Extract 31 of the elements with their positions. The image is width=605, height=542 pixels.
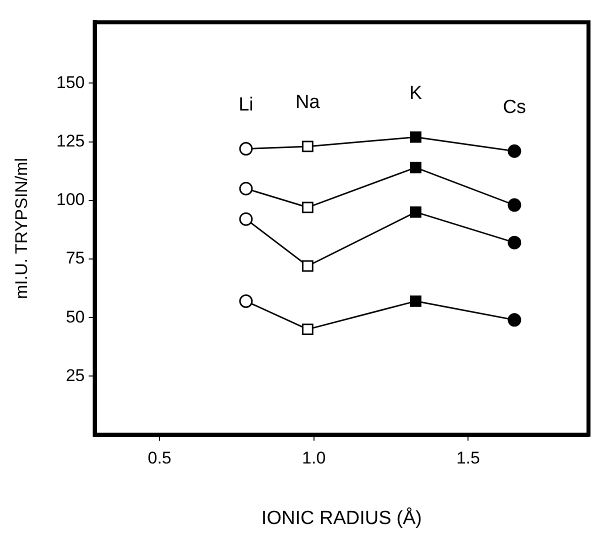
series-label: Cs: [502, 96, 526, 118]
point: [302, 140, 314, 152]
point: [239, 294, 253, 308]
point: [410, 131, 422, 143]
x-tick-label: 1.5: [456, 448, 480, 468]
y-tick-label: 125: [56, 131, 85, 150]
y-tick-label: 75: [66, 248, 85, 268]
point: [508, 144, 522, 158]
point: [508, 198, 522, 212]
point: [302, 324, 314, 336]
series-label: Li: [238, 94, 254, 116]
series-label: K: [409, 82, 422, 104]
point: [508, 236, 522, 250]
x-axis-title: IONIC RADIUS (Å): [261, 506, 422, 529]
point: [302, 202, 314, 214]
point: [410, 295, 422, 307]
x-tick-label: 0.5: [148, 448, 172, 468]
y-axis-title: mI.U. TRYPSIN/ml: [12, 158, 31, 300]
point: [410, 206, 422, 218]
point: [302, 260, 314, 272]
y-tick-label: 25: [66, 366, 85, 385]
y-tick-label: 50: [66, 307, 85, 326]
point: [239, 212, 253, 226]
x-tick-label: 1.0: [302, 448, 326, 468]
y-tick-label: 150: [56, 72, 85, 92]
point: [508, 313, 522, 327]
y-tick-label: 100: [56, 190, 85, 210]
point: [239, 142, 253, 156]
series-label: Na: [296, 92, 320, 114]
point: [239, 182, 253, 196]
point: [410, 162, 422, 174]
